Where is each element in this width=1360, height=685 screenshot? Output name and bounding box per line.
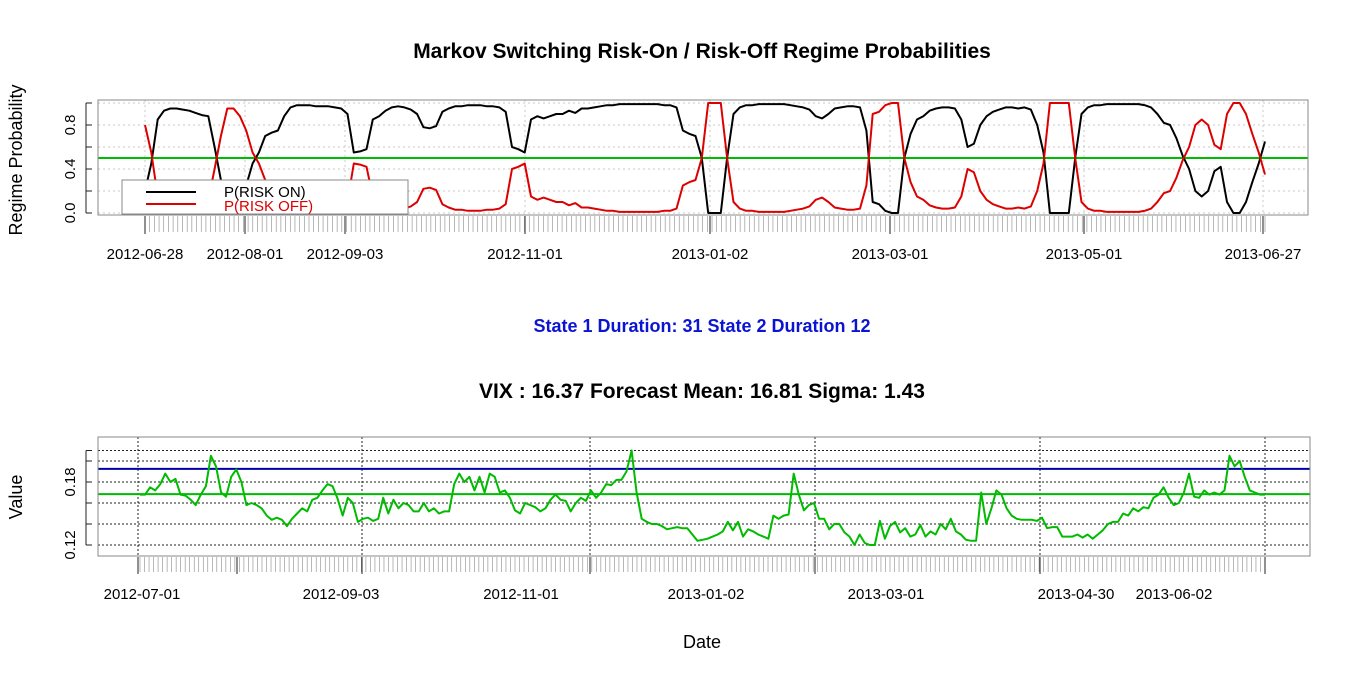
regime-x-tick-label: 2012-08-01 [207, 246, 284, 263]
vix-x-tick-label: 2012-09-03 [303, 586, 380, 603]
regime-legend: P(RISK ON) P(RISK OFF) [121, 179, 409, 215]
vix-x-tick-label: 2013-03-01 [848, 586, 925, 603]
regime-plot-frame [97, 99, 1309, 216]
regime-y-ticks: 0.0 0.4 0.8 [62, 102, 92, 224]
risk-on-line [144, 103, 1266, 214]
regime-y-tick-label: 0.4 [62, 159, 79, 180]
vix-chart-title: VIX : 16.37 Forecast Mean: 16.81 Sigma: … [479, 380, 925, 403]
legend-box [121, 179, 409, 215]
regime-x-tick-label: 2013-01-02 [672, 246, 749, 263]
regime-y-tick-label: 0.8 [62, 115, 79, 136]
vix-y-tick-label: 0.18 [62, 467, 79, 496]
vix-x-tick-label: 2012-07-01 [104, 586, 181, 603]
vix-reference-lines [98, 467, 1310, 496]
vix-x-tick-label: 2013-01-02 [668, 586, 745, 603]
regime-y-axis-title: Regime Probability [6, 84, 26, 235]
regime-x-tick-label: 2012-11-01 [487, 246, 563, 263]
regime-x-tick-label: 2013-03-01 [852, 246, 929, 263]
regime-x-tick-label: 2013-06-27 [1225, 246, 1302, 263]
regime-chart-title: Markov Switching Risk-On / Risk-Off Regi… [413, 40, 991, 63]
vix-y-axis-title: Value [6, 475, 26, 520]
vix-y-tick-label: 0.12 [62, 530, 79, 559]
vix-x-tick-label: 2012-11-01 [483, 586, 559, 603]
regime-x-tick-label: 2012-09-03 [307, 246, 384, 263]
state-duration-text: State 1 Duration: 31 State 2 Duration 12 [533, 316, 870, 336]
regime-y-tick-label: 0.0 [62, 203, 79, 224]
vix-line [140, 449, 1265, 546]
vix-x-tick-label: 2013-04-30 [1038, 586, 1115, 603]
vix-plot-frame [97, 436, 1311, 557]
regime-x-ticks: 2012-06-28 2012-08-01 2012-09-03 2012-11-01… [107, 216, 1302, 263]
vix-y-ticks: 0.12 0.18 [62, 450, 92, 560]
vix-x-ticks: 2012-07-01 2012-09-03 2012-11-01 2013-01-02… [104, 557, 1266, 603]
vix-x-tick-label: 2013-06-02 [1136, 586, 1213, 603]
regime-x-tick-label: 2012-06-28 [107, 246, 184, 263]
regime-x-tick-label: 2013-05-01 [1046, 246, 1123, 263]
legend-label-risk-on: P(RISK ON) [224, 184, 306, 201]
vix-x-axis-title: Date [683, 632, 721, 652]
vix-series [140, 449, 1265, 546]
vix-grid [98, 437, 1310, 556]
legend-label-risk-off: P(RISK OFF) [224, 198, 313, 215]
